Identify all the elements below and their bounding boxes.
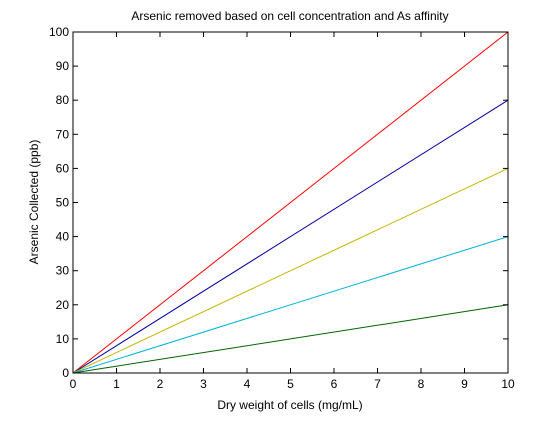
x-axis-label: Dry weight of cells (mg/mL) xyxy=(217,398,362,412)
x-tick-label: 9 xyxy=(461,377,468,391)
y-tick-label: 100 xyxy=(49,25,69,39)
x-tick-label: 6 xyxy=(331,377,338,391)
x-tick-label: 7 xyxy=(374,377,381,391)
x-tick-label: 5 xyxy=(287,377,294,391)
x-tick-label: 8 xyxy=(418,377,425,391)
y-tick-label: 90 xyxy=(56,59,70,73)
series-line-4 xyxy=(72,236,509,374)
series-line-5 xyxy=(72,304,509,374)
y-tick-label: 10 xyxy=(56,332,70,346)
y-tick-label: 70 xyxy=(56,127,70,141)
y-tick-label: 0 xyxy=(62,366,69,380)
y-tick-label: 50 xyxy=(56,196,70,210)
y-tick-label: 80 xyxy=(56,93,70,107)
y-axis-label: Arsenic Collected (ppb) xyxy=(27,140,41,265)
y-tick-label: 30 xyxy=(56,264,70,278)
series-layer xyxy=(72,31,509,374)
x-tick-label: 10 xyxy=(501,377,515,391)
y-tick-label: 60 xyxy=(56,161,70,175)
plot-area-frame xyxy=(72,31,509,374)
series-line-2 xyxy=(72,99,509,374)
chart-title: Arsenic removed based on cell concentrat… xyxy=(131,9,448,23)
x-tick-label: 1 xyxy=(113,377,120,391)
y-tick-label: 20 xyxy=(56,298,70,312)
x-tick-label: 2 xyxy=(157,377,164,391)
series-line-1 xyxy=(72,31,509,374)
x-tick-label: 4 xyxy=(244,377,251,391)
series-line-3 xyxy=(72,167,509,374)
x-tick-label: 0 xyxy=(70,377,77,391)
y-tick-label: 40 xyxy=(56,230,70,244)
x-tick-label: 3 xyxy=(200,377,207,391)
